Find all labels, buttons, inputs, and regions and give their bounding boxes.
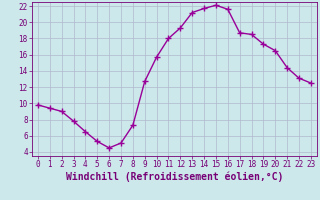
X-axis label: Windchill (Refroidissement éolien,°C): Windchill (Refroidissement éolien,°C) (66, 172, 283, 182)
